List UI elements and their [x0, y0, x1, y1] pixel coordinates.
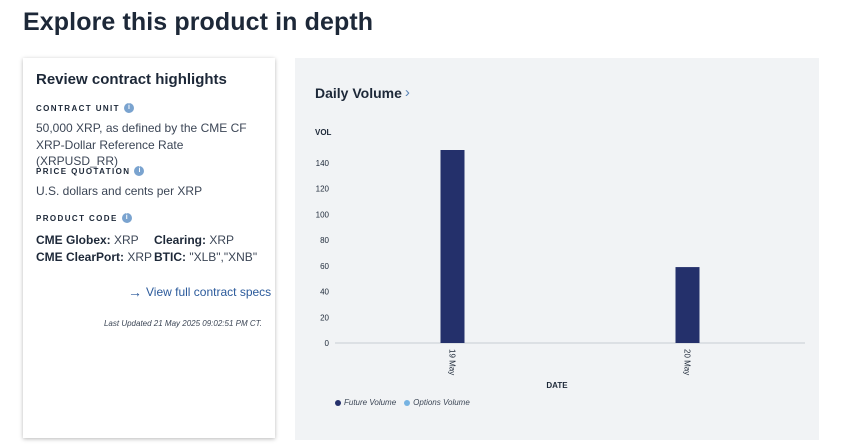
page-title: Explore this product in depth — [23, 8, 374, 36]
view-contract-specs-label: View full contract specs — [146, 285, 272, 299]
contract-unit-value: 50,000 XRP, as defined by the CME CF XRP… — [36, 121, 247, 168]
bar-19-may[interactable] — [440, 150, 465, 343]
btic-value: "XLB","XNB" — [189, 250, 258, 264]
info-icon[interactable]: i — [121, 213, 132, 223]
daily-volume-panel: Daily Volume › VOL 0 20 40 60 80 100 120 140 19… — [295, 58, 819, 440]
btic-code: BTIC: "XLB","XNB" — [154, 249, 272, 266]
price-quotation-label-text: PRICE QUOTATION — [36, 166, 131, 176]
volume-bar-chart: VOL 0 20 40 60 80 100 120 140 19 May 20 May DATE — [315, 128, 805, 390]
y-tick-label: 20 — [320, 313, 329, 322]
legend-label: Future Volume — [344, 398, 397, 407]
y-axis-label: VOL — [315, 128, 332, 137]
y-tick-label: 140 — [316, 159, 330, 168]
info-icon[interactable]: i — [123, 103, 134, 113]
globex-code: CME Globex: XRP — [36, 232, 154, 249]
daily-volume-title: Daily Volume — [315, 84, 402, 101]
arrow-right-icon: → — [128, 284, 142, 300]
y-tick-label: 0 — [325, 339, 330, 348]
contract-highlights-card: Review contract highlights CONTRACT UNIT… — [23, 58, 275, 438]
clearport-code: CME ClearPort: XRP — [36, 249, 154, 266]
x-tick-label: 19 May — [448, 349, 457, 375]
clearing-label: Clearing: — [154, 233, 207, 247]
contract-unit-label-text: CONTRACT UNIT — [36, 103, 120, 113]
price-quotation-value: U.S. dollars and cents per XRP — [36, 184, 203, 198]
clearing-value: XRP — [209, 233, 235, 247]
bar-20-may[interactable] — [675, 267, 700, 343]
y-tick-label: 80 — [320, 236, 329, 245]
y-tick-label: 60 — [320, 262, 329, 271]
legend-dot-icon — [404, 399, 411, 406]
contract-unit-label: CONTRACT UNIT i — [36, 103, 134, 113]
product-code-label-text: PRODUCT CODE — [36, 213, 118, 223]
price-quotation-label: PRICE QUOTATION i — [36, 166, 145, 176]
legend-item[interactable]: Future Volume — [335, 398, 396, 407]
card-title: Review contract highlights — [36, 71, 227, 88]
view-contract-specs-link[interactable]: → View full contract specs — [128, 284, 271, 300]
globex-value: XRP — [114, 233, 139, 247]
clearport-value: XRP — [127, 250, 153, 264]
product-code-label: PRODUCT CODE i — [36, 213, 132, 223]
y-tick-label: 40 — [320, 288, 329, 297]
x-axis-label: DATE — [546, 381, 568, 390]
x-tick-label: 20 May — [683, 349, 692, 375]
clearing-code: Clearing: XRP — [154, 232, 272, 249]
legend-dot-icon — [335, 399, 341, 406]
last-updated-timestamp: Last Updated 21 May 2025 09:02:51 PM CT. — [103, 319, 262, 328]
product-code-grid: CME Globex: XRP Clearing: XRP CME ClearP… — [36, 232, 272, 266]
y-tick-label: 120 — [316, 185, 330, 194]
daily-volume-title-link[interactable]: Daily Volume › — [315, 84, 410, 101]
legend-item[interactable]: Options Volume — [404, 398, 470, 407]
clearport-label: CME ClearPort: — [36, 250, 125, 264]
y-tick-label: 100 — [316, 210, 330, 219]
btic-label: BTIC: — [154, 250, 186, 264]
chevron-right-icon: › — [404, 84, 410, 101]
legend-label: Options Volume — [413, 398, 470, 407]
globex-label: CME Globex: — [36, 233, 111, 247]
info-icon[interactable]: i — [134, 166, 145, 176]
chart-legend: Future Volume Options Volume — [335, 398, 470, 407]
